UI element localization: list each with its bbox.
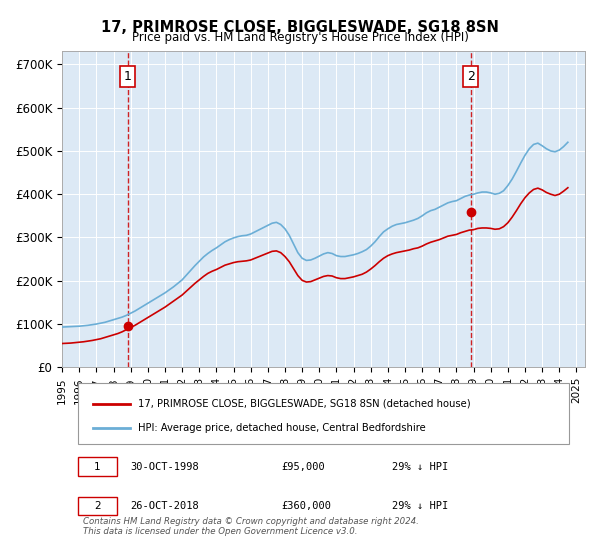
- FancyBboxPatch shape: [78, 497, 117, 515]
- Text: 26-OCT-2018: 26-OCT-2018: [130, 501, 199, 511]
- Text: Price paid vs. HM Land Registry's House Price Index (HPI): Price paid vs. HM Land Registry's House …: [131, 31, 469, 44]
- Text: 29% ↓ HPI: 29% ↓ HPI: [392, 462, 448, 472]
- Text: 1: 1: [94, 462, 101, 472]
- FancyBboxPatch shape: [78, 458, 117, 476]
- Text: HPI: Average price, detached house, Central Bedfordshire: HPI: Average price, detached house, Cent…: [138, 423, 425, 433]
- Text: 2: 2: [467, 70, 475, 83]
- FancyBboxPatch shape: [78, 383, 569, 444]
- Text: 17, PRIMROSE CLOSE, BIGGLESWADE, SG18 8SN (detached house): 17, PRIMROSE CLOSE, BIGGLESWADE, SG18 8S…: [138, 399, 470, 409]
- Text: 17, PRIMROSE CLOSE, BIGGLESWADE, SG18 8SN: 17, PRIMROSE CLOSE, BIGGLESWADE, SG18 8S…: [101, 20, 499, 35]
- Text: Contains HM Land Registry data © Crown copyright and database right 2024.
This d: Contains HM Land Registry data © Crown c…: [83, 517, 419, 536]
- Text: 29% ↓ HPI: 29% ↓ HPI: [392, 501, 448, 511]
- Text: 30-OCT-1998: 30-OCT-1998: [130, 462, 199, 472]
- Text: £360,000: £360,000: [282, 501, 332, 511]
- Text: 2: 2: [94, 501, 101, 511]
- Text: £95,000: £95,000: [282, 462, 325, 472]
- Text: 1: 1: [124, 70, 131, 83]
